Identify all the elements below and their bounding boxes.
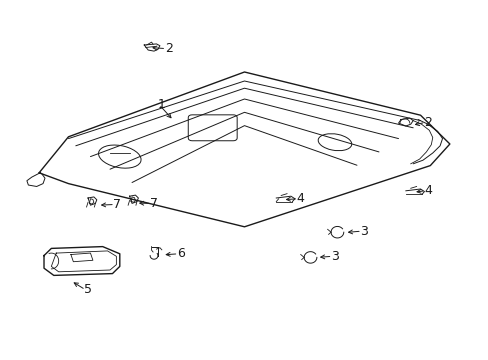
Text: 4: 4 [423, 184, 431, 197]
Text: 6: 6 [177, 247, 184, 260]
Text: 2: 2 [423, 116, 431, 129]
Text: 5: 5 [84, 283, 92, 296]
Text: 1: 1 [157, 98, 165, 111]
Text: 3: 3 [360, 225, 367, 238]
Text: 3: 3 [330, 250, 338, 263]
Text: 2: 2 [164, 42, 172, 55]
Text: 4: 4 [296, 192, 304, 205]
Text: 7: 7 [150, 197, 158, 210]
Text: 7: 7 [113, 198, 121, 211]
